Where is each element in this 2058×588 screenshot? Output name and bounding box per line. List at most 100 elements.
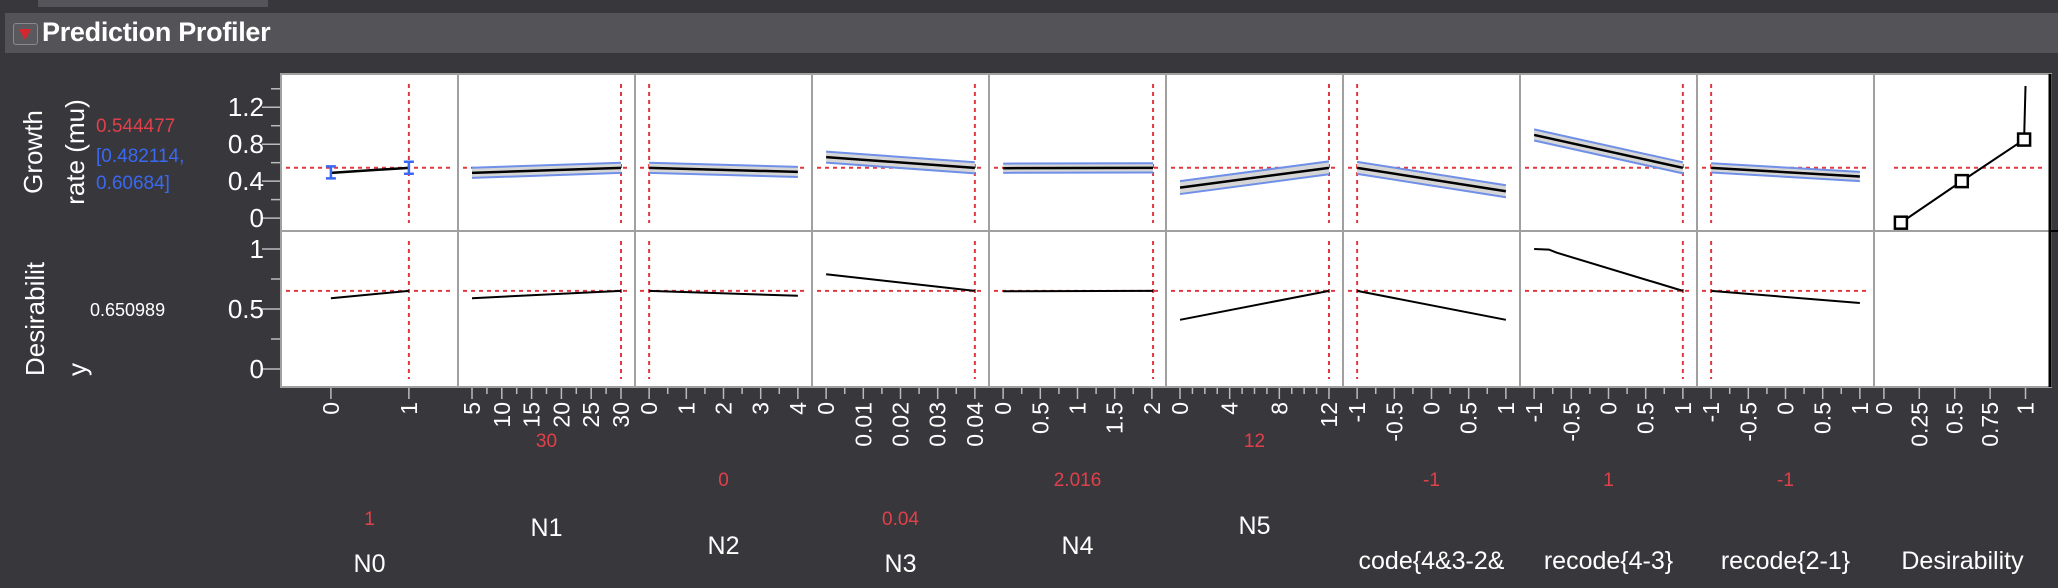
x-tick-label: 1 [1065, 402, 1091, 415]
outline-header [5, 13, 2058, 53]
x-tick-label: 8 [1266, 402, 1292, 415]
desirability-trace [330, 289, 409, 300]
x-tick-label: 2 [1139, 402, 1165, 415]
x-tick-label: 0 [636, 402, 662, 415]
x-tick-label: 30 [608, 402, 634, 428]
window-tab [38, 0, 268, 7]
y-tick-label: 1 [250, 234, 264, 264]
growth-prediction-trace [649, 166, 798, 174]
growth-prediction-trace [471, 166, 622, 175]
y-tick-label: 0.8 [228, 129, 264, 159]
y-tick-label: 0 [250, 354, 264, 384]
desirability-function-curve [1900, 85, 2027, 224]
factor-column-1: 0 1 1 N0 [286, 74, 459, 578]
x-tick-label: 5 [459, 402, 485, 415]
lower-confidence-line [1179, 173, 1330, 196]
x-tick-label: 0 [1773, 402, 1799, 415]
x-tick-label: 0 [1419, 402, 1445, 415]
error-bar [403, 160, 414, 175]
response-label: rate (mu) [60, 99, 90, 204]
desirability-trace [471, 289, 622, 300]
factor-name: N4 [1062, 532, 1094, 560]
response-label: Growth [18, 110, 48, 194]
x-tick-label: 0.75 [1977, 402, 2003, 447]
x-tick-label: 2 [711, 402, 737, 415]
growth-prediction-trace [1533, 133, 1684, 170]
desirability-handle [2016, 132, 2032, 147]
x-tick-label: 0.04 [962, 402, 988, 447]
factor-name: N2 [708, 532, 740, 560]
current-factor-value: 1 [1603, 470, 1614, 491]
lower-confidence-line [471, 171, 622, 179]
x-tick-label: 15 [519, 402, 545, 428]
confidence-interval: [0.482114, [96, 146, 184, 167]
desirability-trace [649, 289, 798, 297]
disclosure-triangle-icon[interactable] [13, 23, 38, 45]
x-tick-label: 1 [1493, 402, 1519, 415]
factor-name: N0 [354, 550, 386, 578]
upper-confidence-line [1711, 162, 1860, 173]
response-label: Desirabilit [20, 261, 50, 376]
y-tick-label: 0 [250, 203, 264, 233]
x-tick-label: 3 [748, 402, 774, 415]
desirability-trace [1534, 248, 1684, 292]
factor-name: recode{4-3} [1544, 547, 1673, 575]
lower-confidence-line [1533, 139, 1684, 175]
growth-prediction-trace [1711, 166, 1860, 178]
x-tick-label: 1.5 [1102, 402, 1128, 434]
x-tick-label: -0.5 [1735, 402, 1761, 442]
y-tick-label: 0.4 [228, 166, 264, 196]
predicted-value: 0.544477 [96, 116, 175, 137]
x-tick-label: 0 [1596, 402, 1622, 415]
upper-confidence-line [1533, 128, 1684, 164]
x-tick-label: 0.01 [850, 402, 876, 447]
desirability-trace [1179, 289, 1330, 321]
x-tick-label: 20 [548, 402, 574, 428]
x-tick-label: 12 [1316, 402, 1342, 428]
x-tick-label: 0 [318, 402, 344, 415]
x-tick-label: 1 [2013, 402, 2039, 415]
x-tick-label: -0.5 [1558, 402, 1584, 442]
x-tick-label: 25 [578, 402, 604, 428]
factor-name: N3 [885, 550, 917, 578]
x-tick-label: 0.5 [1633, 402, 1659, 434]
desirability-handle [1893, 215, 1909, 230]
factor-name: code{4&3-2& [1359, 547, 1505, 575]
current-factor-value: -1 [1423, 470, 1440, 491]
error-bar [325, 165, 336, 180]
x-tick-label: 1 [1670, 402, 1696, 415]
y-tick-label: 0.5 [228, 294, 264, 324]
x-tick-label: 1 [673, 402, 699, 415]
upper-confidence-line [471, 161, 622, 169]
x-tick-label: 0.25 [1906, 402, 1932, 447]
x-tick-label: 0 [813, 402, 839, 415]
x-tick-label: 0.02 [888, 402, 914, 447]
x-tick-label: 1 [396, 402, 422, 415]
x-tick-label: 0.03 [925, 402, 951, 447]
growth-prediction-trace [826, 155, 975, 170]
factor-column-6: 0 4 8 12 12 N5 [1167, 74, 1344, 540]
desirability-value: 0.650989 [90, 300, 165, 320]
x-tick-label: 0.5 [1027, 402, 1053, 434]
current-factor-value: 1 [364, 509, 375, 530]
x-tick-label: 0 [1167, 402, 1193, 415]
x-tick-label: 4 [785, 402, 811, 415]
desirability-trace [1356, 289, 1507, 321]
factor-column-5: 0 0.5 1 1.5 2 2.016 N4 [990, 74, 1167, 560]
confidence-interval: 0.60684] [96, 173, 170, 194]
growth-prediction-trace [1356, 166, 1507, 193]
factor-name: Desirability [1901, 547, 2024, 575]
growth-prediction-trace [330, 166, 409, 175]
y-tick-label: 1.2 [228, 92, 264, 122]
x-tick-label: -0.5 [1381, 402, 1407, 442]
lower-confidence-line [1711, 171, 1860, 183]
lower-confidence-line [1356, 172, 1507, 199]
upper-confidence-line [826, 150, 975, 164]
x-tick-label: 1 [1847, 402, 1873, 415]
factor-name: recode{2-1} [1721, 547, 1850, 575]
upper-confidence-line [1179, 160, 1330, 183]
x-tick-label: -1 [1698, 402, 1724, 422]
x-tick-label: 0.5 [1456, 402, 1482, 434]
factor-column-4: 0 0.01 0.02 0.03 0.04 0.04 N3 [813, 74, 990, 578]
